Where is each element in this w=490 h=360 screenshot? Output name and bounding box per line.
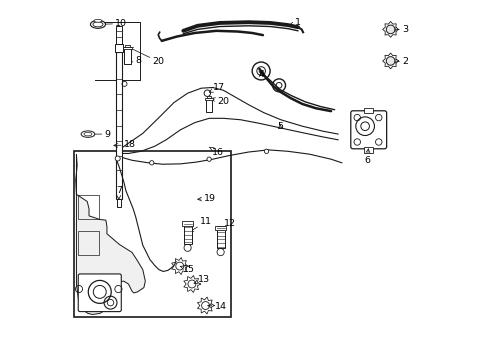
Text: 7: 7 (116, 186, 122, 199)
Text: 15: 15 (180, 265, 196, 274)
Text: 18: 18 (114, 140, 136, 149)
FancyBboxPatch shape (78, 274, 122, 312)
Ellipse shape (91, 21, 105, 28)
Ellipse shape (84, 132, 92, 136)
Text: 2: 2 (393, 57, 408, 66)
Bar (125, 45, 129, 46)
Circle shape (386, 57, 395, 65)
Bar (206, 98, 212, 112)
Bar (365, 147, 373, 153)
Bar (115, 44, 123, 51)
Text: 11: 11 (190, 217, 212, 232)
Bar (182, 221, 193, 226)
Circle shape (149, 161, 154, 165)
Bar (116, 26, 122, 44)
Text: 16: 16 (209, 147, 224, 157)
Bar (74, 151, 231, 317)
Polygon shape (76, 155, 146, 315)
Bar (207, 96, 211, 98)
Bar (365, 108, 373, 113)
Bar (116, 51, 122, 199)
Ellipse shape (81, 131, 95, 137)
Text: 8: 8 (126, 57, 142, 66)
Text: 13: 13 (194, 275, 211, 284)
Ellipse shape (94, 19, 102, 22)
Circle shape (115, 156, 120, 161)
Bar (122, 46, 132, 49)
Circle shape (207, 157, 211, 161)
Bar (78, 195, 99, 220)
Text: 9: 9 (90, 130, 110, 139)
FancyBboxPatch shape (351, 111, 387, 149)
Bar (184, 222, 192, 244)
Bar (216, 226, 226, 230)
Text: 5: 5 (277, 122, 283, 131)
Text: 1: 1 (290, 18, 300, 27)
Text: 17: 17 (209, 83, 225, 92)
Ellipse shape (93, 22, 103, 27)
Circle shape (386, 25, 395, 34)
Circle shape (265, 149, 269, 153)
Text: 19: 19 (198, 194, 216, 203)
Text: 14: 14 (208, 302, 226, 311)
Text: 20: 20 (129, 48, 165, 66)
Text: 10: 10 (100, 19, 127, 28)
Text: 20: 20 (211, 97, 229, 106)
Text: 12: 12 (222, 219, 236, 235)
Bar (124, 46, 131, 64)
Text: 3: 3 (393, 25, 408, 34)
Bar (78, 231, 99, 255)
Bar (117, 199, 121, 207)
Text: 6: 6 (364, 149, 370, 165)
Bar (205, 98, 213, 100)
Text: 4: 4 (258, 70, 264, 79)
Bar (217, 226, 224, 248)
